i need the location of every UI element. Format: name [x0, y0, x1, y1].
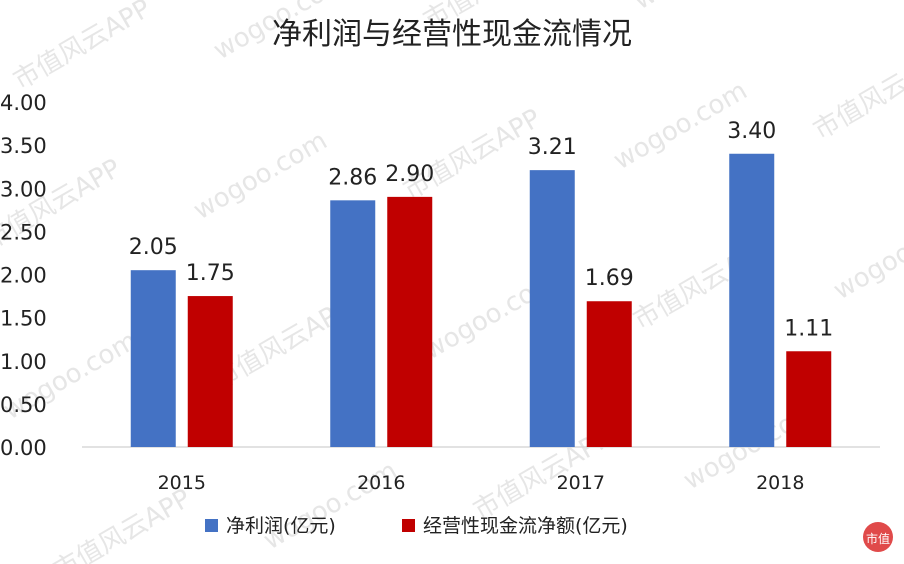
legend-label: 经营性现金流净额(亿元) — [423, 515, 628, 537]
watermark-logo-icon: 市值 — [863, 522, 893, 552]
watermark-text: wogoo.com — [629, 0, 773, 16]
data-label: 3.21 — [528, 135, 577, 160]
legend-swatch — [205, 519, 218, 532]
bars-layer — [130, 153, 832, 447]
logo-circle — [863, 522, 893, 552]
y-tick-label: 1.00 — [0, 350, 47, 374]
data-label: 2.90 — [385, 162, 434, 187]
bar — [130, 270, 176, 447]
legend: 净利润(亿元) 经营性现金流净额(亿元) — [205, 515, 628, 537]
bar — [529, 170, 575, 447]
watermark-text: wogoo.com — [259, 456, 403, 556]
watermark-text: wogoo.com — [189, 126, 333, 226]
bar — [387, 196, 433, 447]
y-tick-label: 4.00 — [0, 91, 47, 115]
x-tick-label: 2015 — [158, 472, 206, 494]
data-label: 1.69 — [585, 266, 634, 291]
watermark-text: 市值风云APP — [9, 0, 157, 96]
y-tick-label: 0.50 — [0, 393, 47, 417]
y-tick-label: 3.50 — [0, 134, 47, 158]
data-label: 3.40 — [727, 119, 776, 144]
watermark-text: 市值风云APP — [49, 484, 197, 564]
bar — [330, 200, 376, 447]
y-tick-label: 1.50 — [0, 307, 47, 331]
watermark-text: 市值风云APP — [399, 104, 547, 207]
x-tick-label: 2018 — [756, 472, 804, 494]
y-tick-label: 0.00 — [0, 436, 47, 460]
bar — [786, 351, 832, 447]
bar — [586, 301, 632, 447]
y-tick-label: 2.50 — [0, 220, 47, 244]
watermark-text: 市值风云APP — [809, 44, 904, 147]
bar — [729, 153, 775, 447]
data-label: 1.75 — [186, 261, 235, 286]
logo-text: 市值 — [866, 531, 890, 546]
chart-title: 净利润与经营性现金流情况 — [272, 17, 632, 52]
data-labels-layer: 2.05 1.75 2.86 2.90 3.21 1.69 3.40 1.11 — [129, 119, 833, 342]
legend-swatch — [402, 519, 415, 532]
watermark-text: wogoo.com — [829, 206, 904, 306]
bar — [187, 296, 233, 447]
x-tick-label: 2016 — [357, 472, 405, 494]
data-label: 2.86 — [328, 165, 377, 190]
y-axis-ticks: 0.00 0.50 1.00 1.50 2.00 2.50 3.00 3.50 4.00 — [0, 91, 47, 460]
legend-label: 净利润(亿元) — [226, 515, 336, 537]
data-label: 1.11 — [784, 316, 833, 341]
x-tick-label: 2017 — [557, 472, 605, 494]
data-label: 2.05 — [129, 235, 178, 260]
y-tick-label: 2.00 — [0, 264, 47, 288]
y-tick-label: 3.00 — [0, 177, 47, 201]
x-axis-categories: 2015 2016 2017 2018 — [158, 472, 805, 494]
